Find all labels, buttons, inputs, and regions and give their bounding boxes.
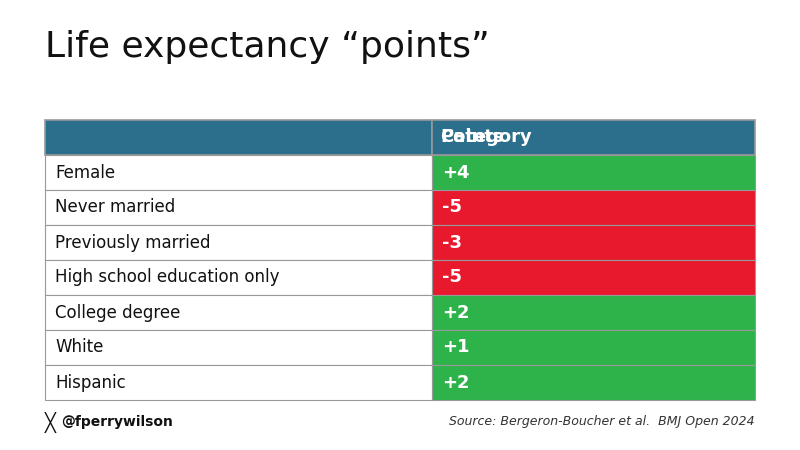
Bar xyxy=(45,295,432,330)
Bar xyxy=(45,120,432,155)
Text: White: White xyxy=(55,338,103,356)
Text: ╳: ╳ xyxy=(45,411,56,432)
Text: Points: Points xyxy=(440,129,503,147)
Text: -5: -5 xyxy=(442,269,462,287)
Text: Life expectancy “points”: Life expectancy “points” xyxy=(45,30,490,64)
Bar xyxy=(45,190,432,225)
Text: Hispanic: Hispanic xyxy=(55,374,126,392)
Bar xyxy=(45,330,432,365)
Text: Never married: Never married xyxy=(55,198,175,216)
Text: +4: +4 xyxy=(442,163,470,181)
Text: Source: Bergeron-Boucher et al.  BMJ Open 2024: Source: Bergeron-Boucher et al. BMJ Open… xyxy=(450,415,755,428)
Bar xyxy=(45,365,432,400)
Bar xyxy=(432,120,755,155)
Text: High school education only: High school education only xyxy=(55,269,279,287)
Bar xyxy=(432,190,755,225)
Bar xyxy=(432,225,755,260)
Bar xyxy=(432,295,755,330)
Bar xyxy=(432,365,755,400)
Text: Category: Category xyxy=(440,129,532,147)
Text: -5: -5 xyxy=(442,198,462,216)
Text: @fperrywilson: @fperrywilson xyxy=(61,415,173,429)
Text: +2: +2 xyxy=(442,303,470,321)
Bar xyxy=(432,330,755,365)
Text: +2: +2 xyxy=(442,374,470,392)
Bar xyxy=(432,155,755,190)
Bar xyxy=(45,155,432,190)
Text: -3: -3 xyxy=(442,234,462,252)
Bar xyxy=(432,260,755,295)
Text: +1: +1 xyxy=(442,338,470,356)
Text: College degree: College degree xyxy=(55,303,180,321)
Bar xyxy=(45,260,432,295)
Bar xyxy=(45,225,432,260)
Text: Female: Female xyxy=(55,163,115,181)
Text: Previously married: Previously married xyxy=(55,234,210,252)
